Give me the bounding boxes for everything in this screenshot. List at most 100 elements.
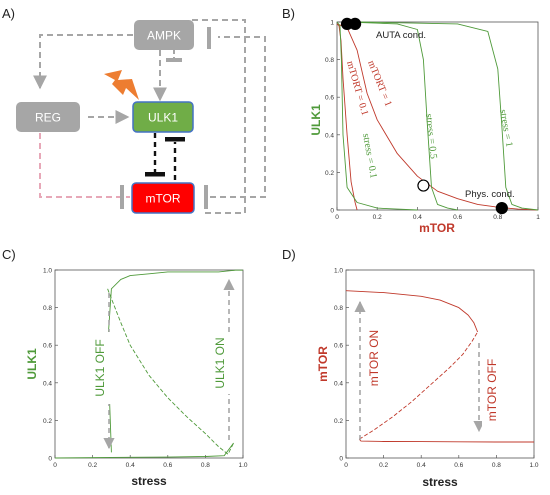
y-tick-label: 0.4 [334, 380, 343, 387]
x-tick-label: 1 [536, 214, 540, 221]
inhibit-bar-mtor-on-ampk [207, 27, 211, 49]
panel-d: D) 0 0.2 0.4 0.6 0.8 1.0 0 0.2 0.4 0.6 0.8 1.0 mTOR… [282, 247, 539, 489]
y-tick-label: 0.6 [334, 343, 343, 350]
node-ulk1-label: ULK1 [148, 111, 178, 125]
steady-state-point [417, 179, 430, 192]
label-mtor-on: mTOR ON [367, 330, 381, 386]
edge-reg-to-mtor [39, 133, 130, 198]
inhibit-bars [120, 27, 211, 209]
label-bg-ulk1-on [214, 332, 242, 394]
plot-b-xlabel: mTOR [419, 221, 455, 235]
plot-b-ylabel: ULK1 [309, 104, 323, 136]
panel-b-label: B) [282, 6, 295, 21]
y-tick-label: 0 [339, 456, 343, 463]
diagram-edges [33, 19, 266, 214]
plot-d-ticks: 0 0.2 0.4 0.6 0.8 1.0 0 0.2 0.4 0.6 0.8 1.0 [334, 268, 539, 470]
plot-c-ticks: 0 0.2 0.4 0.6 0.8 1.0 0 0.2 0.4 0.6 0.8 1.0 [43, 268, 248, 470]
y-tick-label: 0.6 [325, 95, 334, 102]
edge-ampk-loop [191, 19, 246, 214]
plot-d-ylabel: mTOR [316, 346, 330, 382]
series-line-2 [336, 21, 418, 211]
plot-b-frame [336, 21, 539, 211]
lightning-icon [104, 70, 139, 100]
inhibit-bar-ampk-ulk1 [166, 58, 182, 62]
x-tick-label: 0.6 [163, 462, 172, 469]
panel-d-label: D) [282, 247, 296, 262]
label-phys-cond: Phys. cond. [465, 189, 515, 200]
inhibit-bar-ulk1-mtor [145, 172, 165, 177]
panel-a-label: A) [2, 6, 15, 21]
x-tick-label: 0.2 [88, 462, 97, 469]
node-reg: REG [16, 102, 80, 132]
inhibit-bar-mtor-ulk1 [165, 137, 185, 142]
inhibit-bar-ampk-left [204, 185, 208, 209]
series-line-0 [107, 269, 243, 453]
y-tick-label: 0.6 [43, 343, 52, 350]
label-bg-mtor-off [482, 350, 500, 430]
node-mtor: mTOR [131, 182, 195, 214]
x-tick-label: 0.8 [492, 462, 501, 469]
plot-c-frame [54, 269, 244, 459]
steady-state-point [348, 17, 362, 30]
inhibit-bar-reg-mtor [120, 185, 124, 209]
y-tick-label: 0.8 [43, 305, 52, 312]
y-tick-label: 0.2 [325, 170, 334, 177]
x-tick-label: 0.8 [201, 462, 210, 469]
plot-d-frame [345, 269, 535, 459]
plot-c-curves [54, 269, 243, 459]
x-tick-label: 0.4 [126, 462, 135, 469]
x-tick-label: 0 [53, 462, 57, 469]
label-mtor-off: mTOR OFF [485, 359, 499, 421]
panel-a: A) [2, 6, 266, 214]
y-tick-label: 0 [48, 456, 52, 463]
x-tick-label: 0.4 [413, 214, 422, 221]
series-line-0 [345, 290, 479, 333]
edge-ampk-to-reg [33, 34, 133, 90]
y-tick-label: 0 [330, 208, 334, 215]
y-tick-label: 0.2 [334, 418, 343, 425]
y-tick-label: 0.2 [43, 418, 52, 425]
node-ulk1: ULK1 [132, 101, 194, 133]
y-tick-label: 0.4 [43, 380, 52, 387]
y-tick-label: 1.0 [43, 268, 52, 275]
y-tick-label: 1.0 [334, 268, 343, 275]
x-tick-label: 0.2 [379, 462, 388, 469]
x-tick-label: 0.4 [417, 462, 426, 469]
plot-c-ylabel: ULK1 [25, 348, 39, 380]
label-ulk1-off: ULK1 OFF [93, 339, 107, 396]
series-line-2 [358, 438, 534, 443]
panel-c: C) 0 0.2 0.4 0.6 0.8 1.0 0 0.2 0.4 0.6 0.8 1.0 ULK1… [2, 247, 248, 488]
x-tick-label: 1.0 [529, 462, 538, 469]
x-tick-label: 0 [335, 214, 339, 221]
plot-c-xlabel: stress [131, 474, 167, 488]
x-tick-label: 0 [344, 462, 348, 469]
label-bg-mtor-on [364, 318, 382, 396]
series-line-2 [54, 442, 234, 459]
steady-state-point [495, 202, 508, 215]
y-tick-label: 0.4 [325, 132, 334, 139]
series-line-1 [358, 331, 478, 440]
plot-d-curves [345, 290, 534, 443]
x-tick-label: 0.6 [453, 214, 462, 221]
plot-b-points [340, 17, 508, 215]
node-reg-label: REG [35, 111, 61, 125]
label-ulk1-on: ULK1 ON [213, 337, 227, 388]
panel-b: B) 0 0.2 0.4 0.6 0.8 1 0 0.2 0.4 0.6 0.8 1 mTOR ULK… [282, 6, 540, 235]
label-stress-1: stress = 1 [497, 109, 514, 148]
series-line-1 [107, 288, 235, 455]
x-tick-label: 0.8 [493, 214, 502, 221]
mutual-inhibition [153, 133, 177, 180]
node-ampk: AMPK [134, 20, 194, 50]
label-stress-05: stress = 0.5 [423, 113, 439, 159]
x-tick-label: 0.6 [454, 462, 463, 469]
edge-mtor-loop [210, 36, 266, 198]
series-line-3 [347, 21, 458, 211]
label-auta-cond: AUTA cond. [376, 30, 426, 41]
node-mtor-label: mTOR [145, 192, 180, 206]
node-ampk-label: AMPK [147, 29, 181, 43]
x-tick-label: 0.2 [373, 214, 382, 221]
label-stress-01: stress = 0.1 [360, 133, 379, 180]
label-bg-ulk1-off [94, 332, 122, 404]
x-tick-label: 1.0 [238, 462, 247, 469]
